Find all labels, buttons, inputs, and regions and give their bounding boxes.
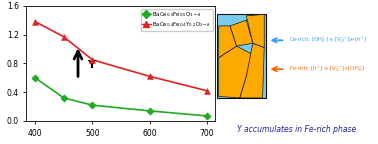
Polygon shape (246, 14, 264, 48)
Text: Fe-rich: [h$^\bullet$] ≈ [V$_O^{\bullet\bullet}$]>[OH$_O^\bullet$]: Fe-rich: [h$^\bullet$] ≈ [V$_O^{\bullet\… (289, 64, 365, 74)
Text: Y accumulates in Fe-rich phase: Y accumulates in Fe-rich phase (237, 125, 356, 134)
Text: Y: Y (87, 60, 94, 70)
Polygon shape (219, 26, 237, 58)
X-axis label: T / °C: T / °C (108, 143, 133, 144)
Point (32, 20, 38, 23)
Polygon shape (230, 20, 253, 46)
Point (204, 90, 210, 92)
Point (32, 77, 38, 79)
Point (89, 59, 95, 61)
Point (147, 75, 153, 77)
Polygon shape (219, 46, 253, 98)
Polygon shape (240, 43, 264, 98)
Point (60, 36, 67, 38)
Text: Ce-rich: [OH$_O^\bullet$] ≈ [V$_O^{\bullet\bullet}$]≫[h$^\bullet$]: Ce-rich: [OH$_O^\bullet$] ≈ [V$_O^{\bull… (289, 35, 367, 45)
Point (147, 110, 153, 112)
Point (60, 97, 67, 99)
Legend: BaCe$_{0.5}$Fe$_{0.5}$O$_{3-\delta}$, BaCe$_{0.4}$Fe$_{0.4}$Y$_{0.2}$O$_{3-\delt: BaCe$_{0.5}$Fe$_{0.5}$O$_{3-\delta}$, Ba… (141, 8, 213, 31)
Point (89, 104, 95, 106)
Y-axis label: [OH$_O^\bullet$] / mol%: [OH$_O^\bullet$] / mol% (0, 34, 1, 93)
Bar (217, 14, 266, 98)
Point (204, 115, 210, 117)
